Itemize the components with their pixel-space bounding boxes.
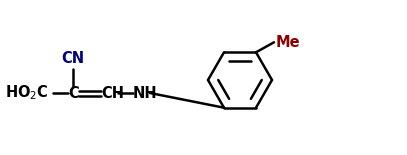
Text: CN: CN	[61, 51, 85, 66]
Text: NH: NH	[133, 86, 158, 100]
Text: CH: CH	[101, 86, 124, 100]
Text: Me: Me	[276, 35, 301, 50]
Text: HO$_2$C: HO$_2$C	[5, 84, 48, 102]
Text: C: C	[68, 86, 79, 100]
